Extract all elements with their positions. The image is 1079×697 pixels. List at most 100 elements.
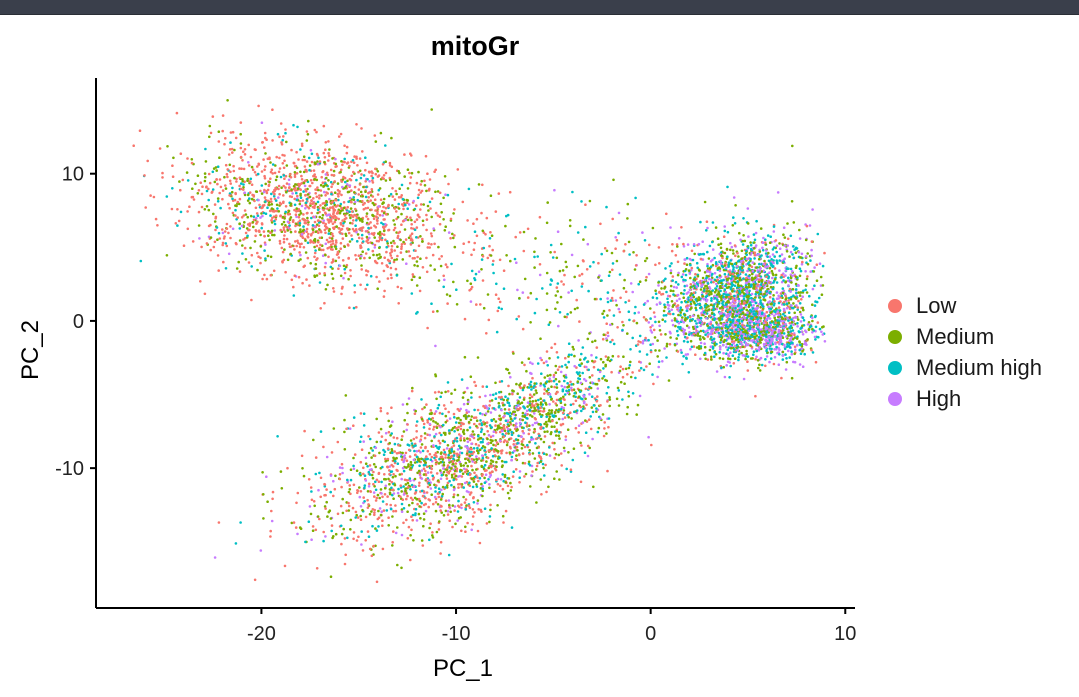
data-point (216, 254, 220, 257)
data-point (539, 382, 543, 385)
data-point (295, 166, 299, 170)
data-point (373, 495, 376, 498)
data-point (473, 471, 476, 475)
data-point (360, 229, 364, 232)
data-point (425, 218, 429, 221)
data-point (451, 232, 454, 236)
data-point (309, 179, 313, 182)
data-point (338, 466, 342, 469)
data-point (296, 194, 299, 198)
data-point (288, 173, 292, 176)
data-point (249, 155, 253, 159)
data-point (371, 181, 375, 184)
data-point (411, 518, 415, 522)
data-point (231, 186, 234, 190)
data-point (480, 268, 483, 271)
data-point (574, 395, 577, 399)
data-point (399, 484, 403, 488)
data-point (528, 393, 532, 397)
data-point (426, 471, 430, 474)
data-point (421, 237, 424, 241)
data-point (567, 388, 571, 392)
data-point (269, 177, 272, 180)
data-point (598, 370, 602, 374)
data-point (434, 410, 438, 413)
data-point (341, 219, 344, 222)
data-point (298, 224, 302, 227)
data-point (282, 166, 286, 170)
data-point (426, 449, 430, 453)
data-point (417, 188, 421, 192)
data-point (580, 444, 583, 447)
data-point (437, 495, 441, 499)
data-point (457, 416, 460, 420)
data-point (485, 522, 489, 525)
data-point (415, 449, 419, 453)
data-point (627, 366, 631, 370)
data-point (710, 292, 713, 296)
data-point (444, 509, 448, 513)
data-point (293, 203, 297, 207)
data-point (444, 486, 447, 489)
data-point (304, 207, 307, 210)
data-point (645, 353, 649, 356)
data-point (285, 237, 289, 241)
data-point (308, 168, 311, 172)
data-point (364, 515, 368, 519)
data-point (400, 212, 403, 216)
data-point (757, 302, 761, 306)
data-point (724, 290, 728, 294)
data-point (694, 272, 697, 276)
data-point (722, 292, 725, 296)
data-point (369, 274, 373, 278)
data-point (434, 458, 437, 462)
data-point (473, 422, 476, 426)
data-point (356, 489, 360, 493)
data-point (497, 424, 500, 428)
data-point (364, 156, 367, 159)
data-point (560, 365, 564, 368)
data-point (343, 267, 347, 271)
data-point (413, 496, 417, 500)
data-point (553, 456, 556, 460)
data-point (406, 494, 409, 498)
data-point (348, 210, 351, 213)
data-point (329, 206, 332, 209)
data-point (261, 214, 264, 218)
data-point (369, 221, 372, 224)
data-point (555, 383, 558, 386)
data-point (352, 161, 356, 164)
data-point (320, 236, 324, 239)
data-point (415, 424, 418, 427)
data-point (464, 461, 468, 465)
data-point (611, 338, 614, 342)
data-point (360, 226, 364, 230)
data-point (223, 230, 227, 233)
data-point (218, 191, 221, 195)
data-point (409, 439, 413, 442)
data-point (733, 284, 737, 288)
data-point (211, 115, 215, 118)
data-point (330, 524, 334, 527)
data-point (530, 474, 533, 477)
data-point (347, 231, 351, 235)
data-point (333, 487, 337, 491)
data-point (364, 479, 368, 482)
data-point (535, 437, 538, 441)
data-point (713, 290, 717, 294)
data-point (416, 236, 420, 239)
data-point (419, 183, 423, 186)
data-point (235, 242, 238, 246)
data-point (314, 528, 318, 532)
data-point (376, 493, 380, 497)
data-point (390, 470, 394, 473)
data-point (260, 184, 264, 187)
data-point (494, 381, 497, 385)
data-point (431, 536, 435, 539)
data-point (210, 191, 214, 194)
data-point (324, 222, 328, 226)
data-point (208, 181, 212, 185)
data-point (638, 360, 641, 364)
data-point (535, 464, 539, 468)
data-point (314, 192, 318, 195)
